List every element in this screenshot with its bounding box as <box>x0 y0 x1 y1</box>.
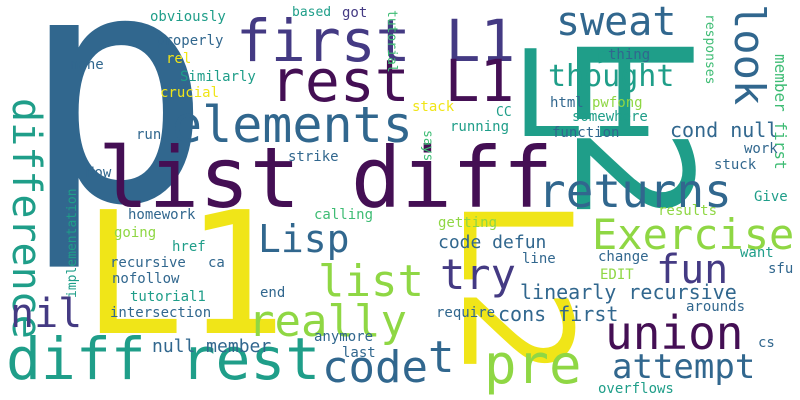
word-attempt: attempt <box>612 347 756 387</box>
word-ca: ca <box>208 255 225 271</box>
word-pre: pre <box>484 333 582 396</box>
word-code-defun: code defun <box>438 232 547 253</box>
word-stuck: stuck <box>714 157 757 173</box>
word-cc: CC <box>496 105 512 120</box>
word-elements: elements <box>172 96 413 154</box>
word-arounds: arounds <box>686 299 746 315</box>
word-p: p <box>20 0 213 276</box>
word-lisp: Lisp <box>258 217 350 261</box>
word-change: change <box>598 249 649 265</box>
word-look: look <box>725 4 774 106</box>
word-l1-center: L1 <box>512 26 657 165</box>
word-pwfong: pwfong <box>592 95 643 111</box>
word-null-member: null member <box>152 336 272 357</box>
word-returns: returns <box>538 164 732 218</box>
word-stack: stack <box>412 99 455 115</box>
word-cond-null: cond null <box>670 118 779 142</box>
word-tutorial1: tutorial1 <box>130 289 206 305</box>
word-last: last <box>342 345 376 361</box>
word-run: run <box>136 127 162 143</box>
word-t: t <box>428 332 455 383</box>
word-strike: strike <box>288 149 339 165</box>
word-anymore: anymore <box>314 329 374 345</box>
word-nil: nil <box>10 291 83 337</box>
word-list: list <box>318 256 424 307</box>
word-got: got <box>342 5 368 21</box>
word-tutorial: tutorial <box>384 10 399 73</box>
word-intersection: intersection <box>110 305 212 321</box>
word-l1-bottom: L1 <box>82 176 287 374</box>
word-really: really <box>248 296 407 347</box>
word-nofollow: nofollow <box>112 271 180 287</box>
word-rel: rel <box>166 51 192 67</box>
word-fun: fun <box>656 247 729 293</box>
word-running: running <box>450 119 510 135</box>
word-calling: calling <box>314 207 374 223</box>
word-cons-first: cons first <box>498 302 619 326</box>
word-rest-l1: rest L1 <box>270 47 515 115</box>
word-union: union <box>605 306 744 360</box>
word-require: require <box>436 305 496 321</box>
word-recursive: recursive <box>110 255 186 271</box>
word-diff-rest: diff rest <box>6 325 321 393</box>
word-crucial: crucial <box>160 85 220 101</box>
word-html: html <box>550 95 584 111</box>
word-sweat: sweat <box>556 0 677 45</box>
word-overflows: overflows <box>598 381 674 397</box>
word-implementation: implementation <box>65 188 80 298</box>
word-linearly-recursive: linearly recursive <box>520 280 737 304</box>
word-going: going <box>114 225 157 241</box>
word-now: Now <box>86 165 112 181</box>
word-based: based <box>292 5 332 20</box>
word-exercise: Exercise <box>592 210 795 259</box>
word-sfu: sfu <box>768 261 794 277</box>
word-somewhere: somewhere <box>572 109 648 125</box>
word-cs: cs <box>758 335 775 351</box>
word-similarly: Similarly <box>180 69 256 85</box>
word-results: results <box>658 203 718 219</box>
word-work: work <box>744 141 778 157</box>
word-want: want <box>740 245 774 261</box>
word-none: none <box>70 57 104 73</box>
word-function: function <box>552 125 620 141</box>
word-give: Give <box>754 189 788 205</box>
word-responses: responses <box>702 14 717 85</box>
word-thing: thing <box>608 47 651 63</box>
word-try: try <box>440 250 516 299</box>
word-properly: properly <box>156 33 224 49</box>
word-href: href <box>172 239 206 255</box>
word-code: code <box>322 342 428 393</box>
word-obviously: obviously <box>150 9 226 25</box>
word-thought: thought <box>548 59 675 94</box>
word-edit: EDIT <box>600 267 634 283</box>
word-list-diff: list diff <box>98 129 554 227</box>
word-first-l1: first L1 <box>236 7 516 75</box>
word-end: end <box>260 285 286 301</box>
word-homework: homework <box>128 207 196 223</box>
word-line: line <box>522 251 556 267</box>
word-says: says <box>420 130 435 162</box>
word-getting: getting <box>438 215 498 231</box>
